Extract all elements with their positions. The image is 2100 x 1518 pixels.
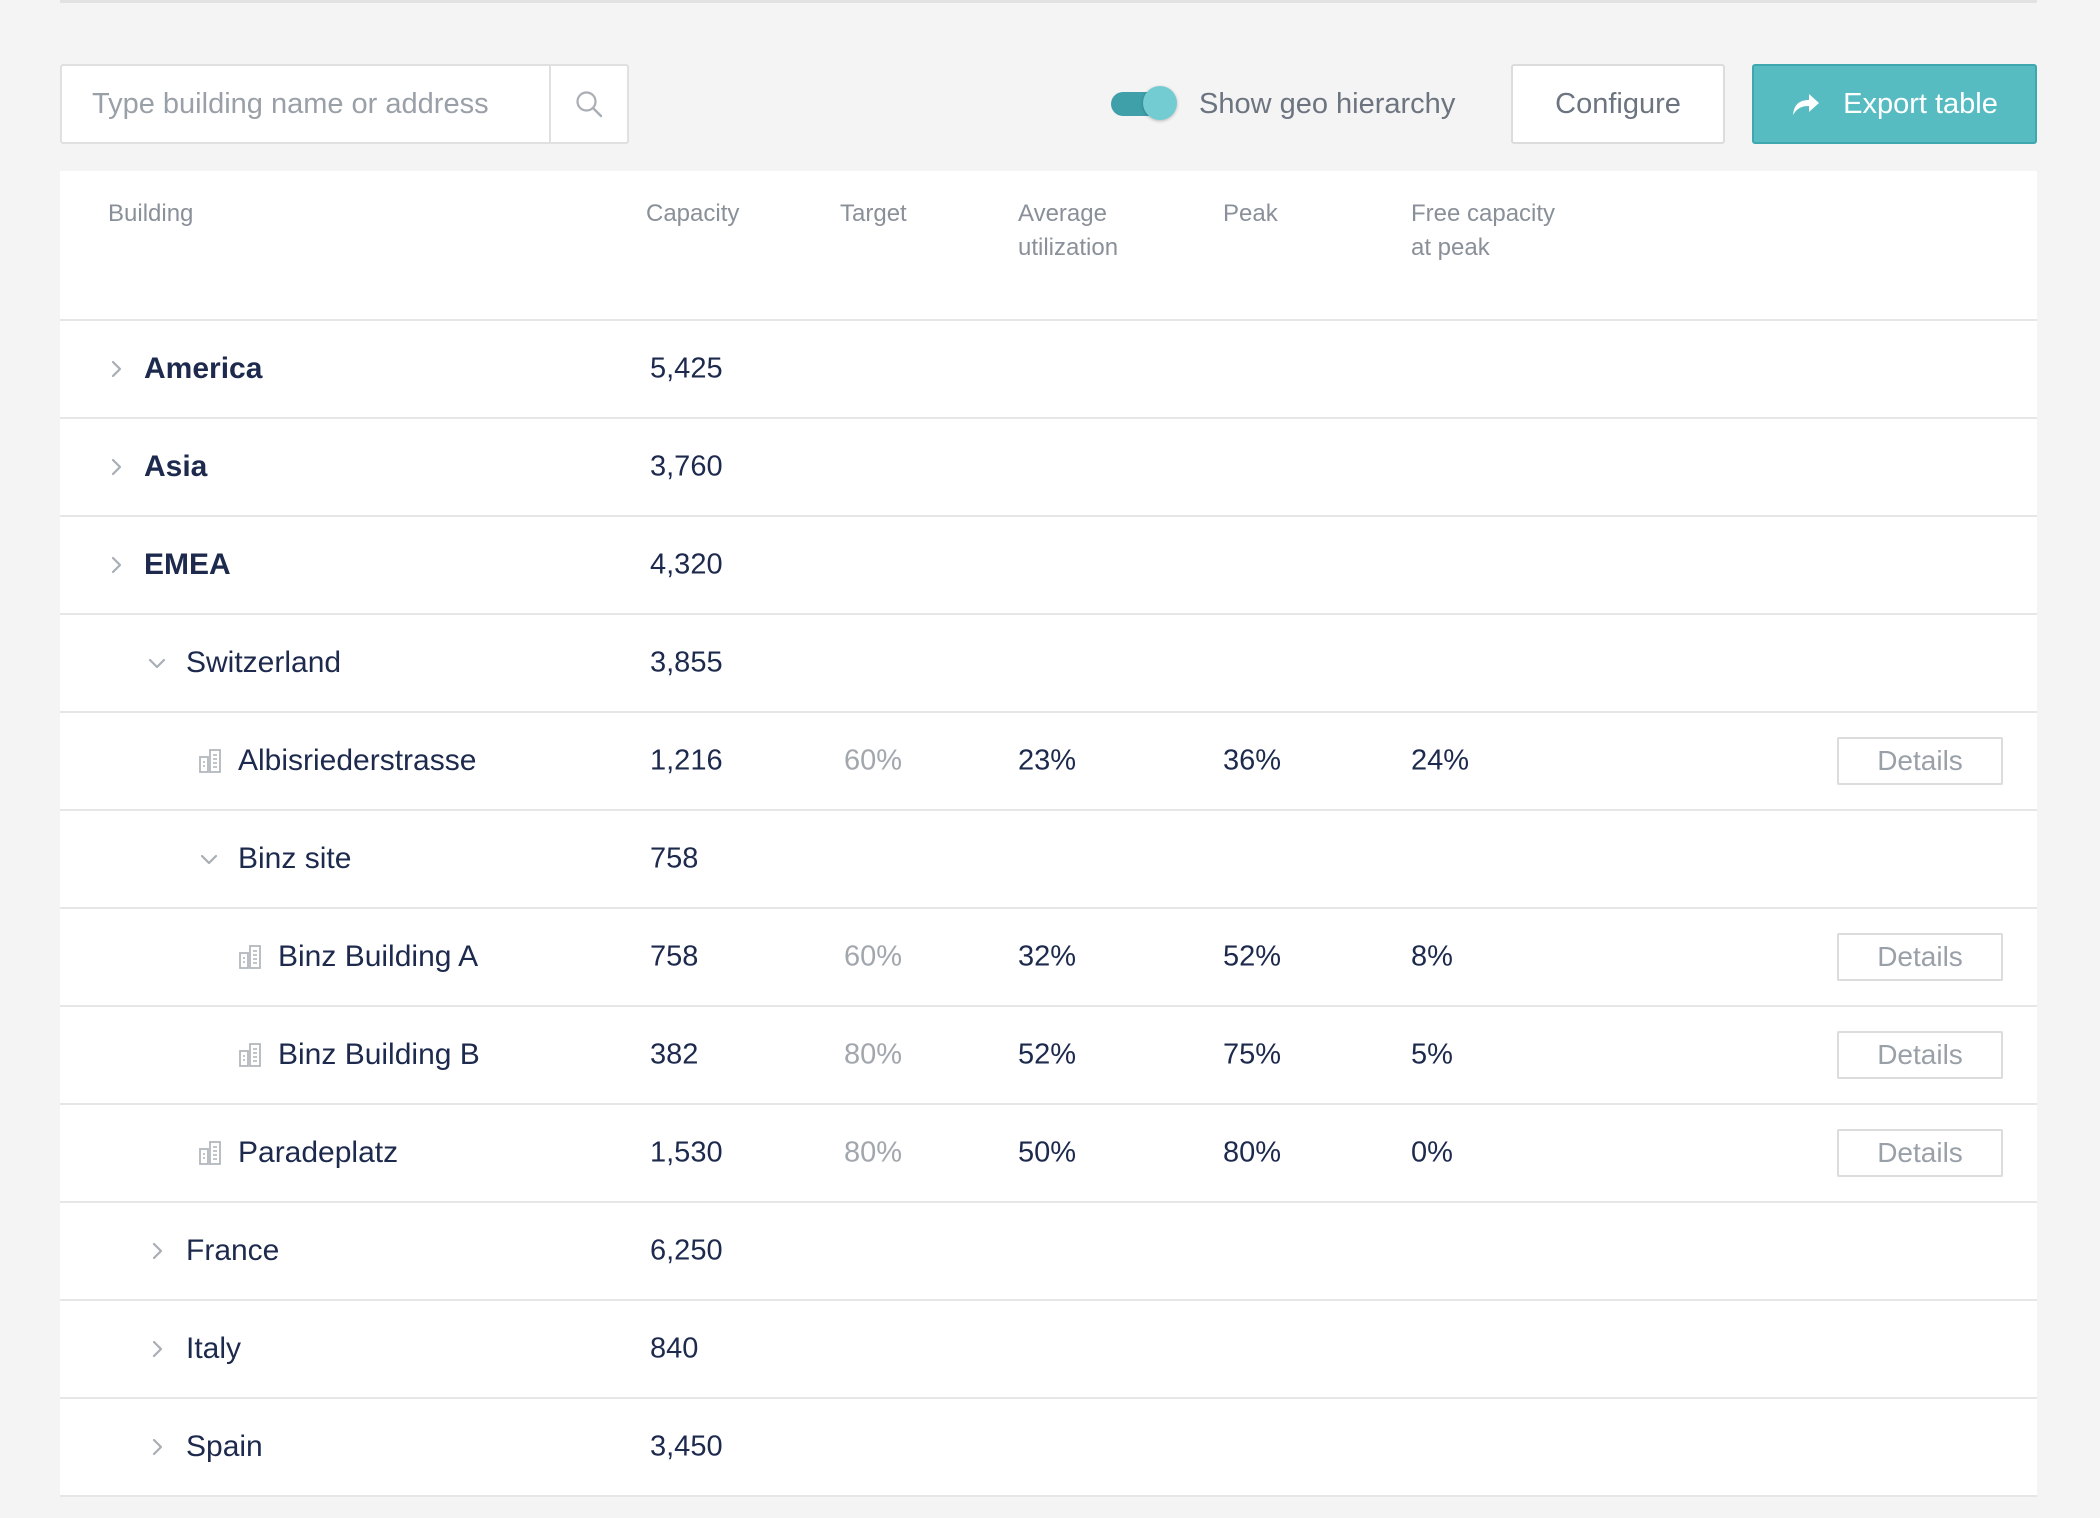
- cell-capacity: 758: [650, 940, 699, 973]
- details-button[interactable]: Details: [1837, 1129, 2003, 1177]
- geo-hierarchy-toggle-wrap: Show geo hierarchy: [1111, 64, 1455, 144]
- details-button[interactable]: Details: [1837, 1031, 2003, 1079]
- buildings-table: Building Capacity Target Average utiliza…: [60, 171, 2037, 1497]
- table-row-group[interactable]: America 5,425: [60, 321, 2037, 419]
- row-name: America: [144, 352, 263, 385]
- cell-capacity: 4,320: [650, 548, 723, 581]
- row-name: Asia: [144, 450, 208, 483]
- building-icon: [198, 748, 222, 774]
- details-button[interactable]: Details: [1837, 737, 2003, 785]
- cell-average-utilization: 32%: [1018, 940, 1077, 973]
- row-name: Switzerland: [186, 646, 342, 679]
- table-row-group[interactable]: Italy 840: [60, 1301, 2037, 1399]
- cell-peak: 80%: [1223, 1136, 1282, 1169]
- chevron-right-icon[interactable]: [105, 358, 127, 380]
- row-name: EMEA: [144, 548, 231, 581]
- cell-peak: 52%: [1223, 940, 1282, 973]
- row-name: Albisriederstrasse: [238, 744, 477, 777]
- table-body: America 5,425 Asia 3,760 EMEA 4,320 Switzerlan…: [60, 321, 2037, 1497]
- cell-capacity: 6,250: [650, 1234, 723, 1267]
- col-header-average-utilization[interactable]: Average utilization: [1018, 197, 1118, 265]
- chevron-right-icon[interactable]: [105, 554, 127, 576]
- cell-free-capacity: 24%: [1411, 744, 1470, 777]
- row-name: Binz Building A: [278, 940, 479, 973]
- table-row-group[interactable]: Asia 3,760: [60, 419, 2037, 517]
- cell-target: 80%: [844, 1038, 903, 1071]
- search-button[interactable]: [549, 66, 627, 142]
- table-row-group[interactable]: Spain 3,450: [60, 1399, 2037, 1497]
- cell-capacity: 5,425: [650, 352, 723, 385]
- col-header-utilization-text: utilization: [1018, 234, 1119, 261]
- cell-capacity: 3,450: [650, 1430, 723, 1463]
- col-header-capacity[interactable]: Capacity: [646, 197, 739, 231]
- col-header-building[interactable]: Building: [108, 197, 193, 231]
- cell-free-capacity: 0%: [1411, 1136, 1453, 1169]
- export-table-label: Export table: [1843, 87, 1998, 120]
- table-row-group[interactable]: France 6,250: [60, 1203, 2037, 1301]
- cell-capacity: 3,760: [650, 450, 723, 483]
- chevron-right-icon[interactable]: [146, 1240, 168, 1262]
- row-name: Spain: [186, 1430, 263, 1463]
- chevron-right-icon[interactable]: [105, 456, 127, 478]
- search-icon: [576, 91, 603, 118]
- col-header-target-text: Target: [840, 200, 907, 227]
- toggle-knob: [1143, 86, 1177, 120]
- chevron-down-icon[interactable]: [146, 652, 168, 674]
- cell-average-utilization: 52%: [1018, 1038, 1077, 1071]
- building-icon: [198, 1140, 222, 1166]
- geo-hierarchy-label: Show geo hierarchy: [1199, 87, 1456, 120]
- details-button[interactable]: Details: [1837, 933, 2003, 981]
- col-header-capacity-text: Capacity: [646, 200, 740, 227]
- cell-free-capacity: 5%: [1411, 1038, 1453, 1071]
- cell-target: 80%: [844, 1136, 903, 1169]
- share-arrow-icon: [1793, 94, 1820, 115]
- toolbar: Show geo hierarchy Configure Export tabl…: [60, 64, 2037, 144]
- cell-free-capacity: 8%: [1411, 940, 1453, 973]
- table-header: Building Capacity Target Average utiliza…: [60, 171, 2037, 321]
- export-table-button[interactable]: Export table: [1752, 64, 2037, 144]
- row-name: Italy: [186, 1332, 242, 1365]
- cell-capacity: 1,530: [650, 1136, 723, 1169]
- table-row-group[interactable]: Binz site 758: [60, 811, 2037, 909]
- row-name: Binz Building B: [278, 1038, 480, 1071]
- table-row-group[interactable]: EMEA 4,320: [60, 517, 2037, 615]
- row-name: Binz site: [238, 842, 352, 875]
- cell-capacity: 3,855: [650, 646, 723, 679]
- cell-capacity: 840: [650, 1332, 699, 1365]
- cell-capacity: 382: [650, 1038, 699, 1071]
- col-header-peak[interactable]: Peak: [1223, 197, 1278, 231]
- cell-average-utilization: 23%: [1018, 744, 1077, 777]
- cell-target: 60%: [844, 744, 903, 777]
- col-header-free-capacity[interactable]: Free capacity at peak: [1411, 197, 1555, 265]
- chevron-right-icon[interactable]: [146, 1436, 168, 1458]
- table-row-building[interactable]: Paradeplatz 1,530 80% 50% 80% 0% Details: [60, 1105, 2037, 1203]
- cell-peak: 36%: [1223, 744, 1282, 777]
- chevron-down-icon[interactable]: [198, 848, 220, 870]
- table-row-building[interactable]: Binz Building A 758 60% 32% 52% 8% Details: [60, 909, 2037, 1007]
- building-icon: [238, 1042, 262, 1068]
- cell-peak: 75%: [1223, 1038, 1282, 1071]
- table-row-building[interactable]: Binz Building B 382 80% 52% 75% 5% Details: [60, 1007, 2037, 1105]
- cell-capacity: 1,216: [650, 744, 723, 777]
- col-header-average-text: Average: [1018, 200, 1107, 227]
- row-name: France: [186, 1234, 280, 1267]
- chevron-right-icon[interactable]: [146, 1338, 168, 1360]
- search-input[interactable]: [62, 66, 549, 142]
- col-header-at-peak-text: at peak: [1411, 234, 1490, 261]
- cell-target: 60%: [844, 940, 903, 973]
- col-header-free-capacity-text: Free capacity: [1411, 200, 1556, 227]
- building-icon: [238, 944, 262, 970]
- cell-average-utilization: 50%: [1018, 1136, 1077, 1169]
- search-box: [60, 64, 629, 144]
- geo-hierarchy-toggle[interactable]: [1111, 86, 1177, 120]
- table-row-building[interactable]: Albisriederstrasse 1,216 60% 23% 36% 24% Detai…: [60, 713, 2037, 811]
- cell-capacity: 758: [650, 842, 699, 875]
- col-header-building-text: Building: [108, 200, 194, 227]
- col-header-peak-text: Peak: [1223, 200, 1278, 227]
- table-row-group[interactable]: Switzerland 3,855: [60, 615, 2037, 713]
- row-name: Paradeplatz: [238, 1136, 399, 1169]
- configure-button[interactable]: Configure: [1511, 64, 1725, 144]
- top-divider: [60, 0, 2037, 3]
- col-header-target[interactable]: Target: [840, 197, 907, 231]
